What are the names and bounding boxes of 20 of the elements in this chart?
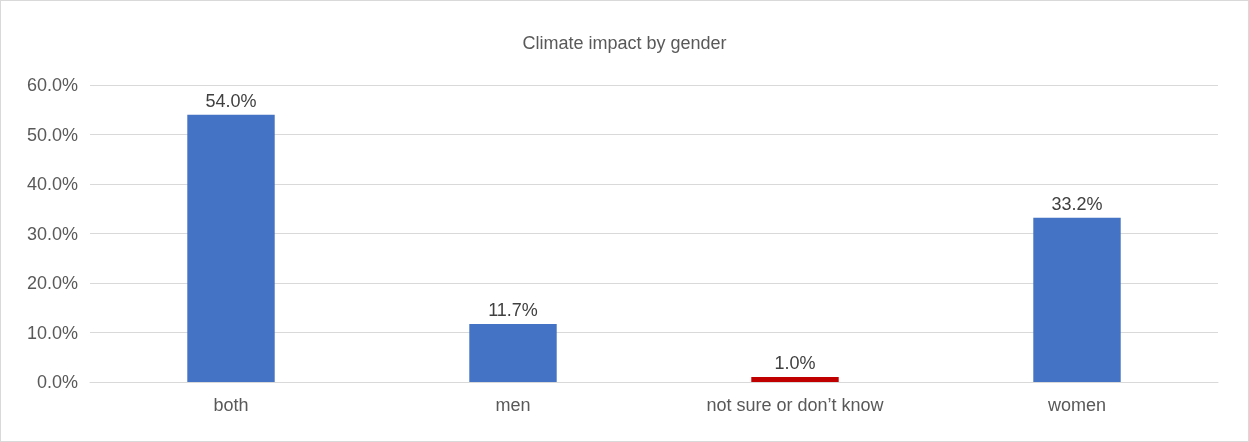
chart-title: Climate impact by gender — [522, 33, 727, 53]
y-tick-label: 20.0% — [26, 273, 78, 293]
data-label: 33.2% — [1051, 193, 1103, 214]
data-label: 1.0% — [774, 353, 816, 374]
bar — [187, 114, 275, 382]
bar — [751, 377, 839, 382]
y-tick-label: 30.0% — [26, 223, 78, 244]
y-tick-label: 60.0% — [26, 75, 78, 95]
x-tick-label: men — [495, 395, 531, 415]
x-tick-label: not sure or don’t know — [706, 395, 885, 415]
y-tick-label: 40.0% — [26, 174, 78, 194]
x-tick-label: women — [1046, 395, 1107, 415]
bar — [1033, 217, 1121, 382]
x-tick-label: both — [213, 395, 249, 415]
data-label: 11.7% — [488, 300, 538, 321]
y-tick-label: 50.0% — [26, 124, 78, 145]
y-tick-label: 10.0% — [26, 322, 78, 343]
bar — [469, 324, 557, 382]
y-tick-label: 0.0% — [36, 372, 78, 392]
data-label: 54.0% — [205, 90, 257, 111]
